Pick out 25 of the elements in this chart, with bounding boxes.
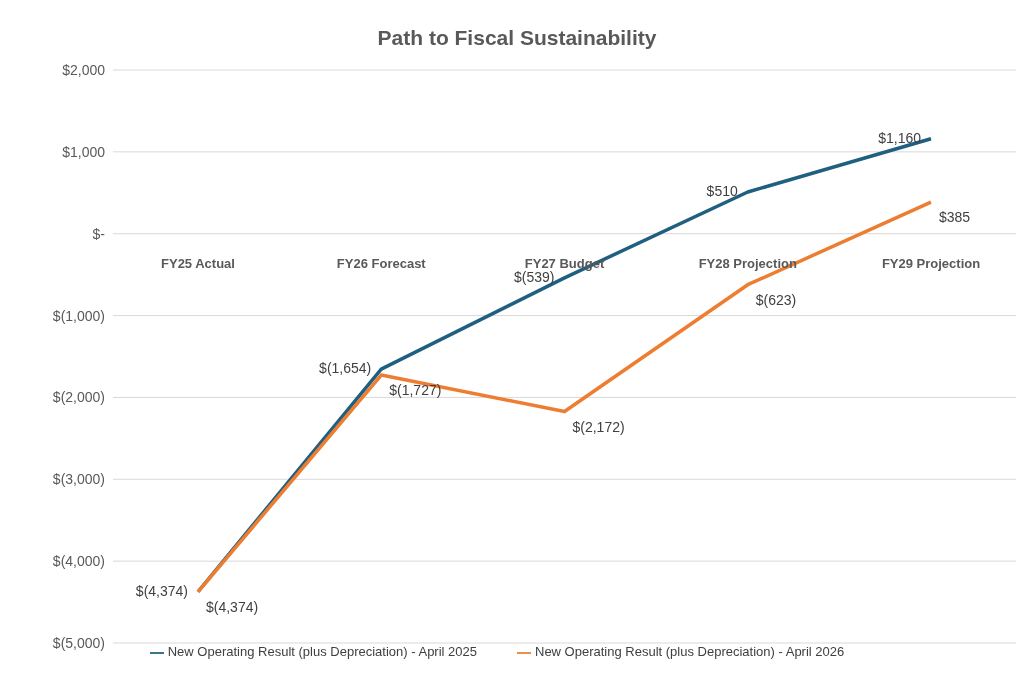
data-label: $(1,727) [389, 382, 442, 399]
data-label: $510 [706, 182, 738, 199]
legend-label: New Operating Result (plus Depreciation) - April 2026 [535, 644, 845, 659]
y-tick-label: $(3,000) [52, 471, 105, 488]
data-label: $(4,374) [135, 582, 188, 599]
y-tick-label: $(2,000) [52, 389, 105, 406]
legend-label: New Operating Result (plus Depreciation) - April 2025 [167, 644, 477, 659]
data-label: $(4,374) [206, 598, 259, 615]
data-label: $(1,654) [319, 360, 372, 377]
data-label: $(2,172) [572, 418, 625, 435]
y-tick-label: $(4,000) [52, 553, 105, 570]
x-tick-label: FY26 Forecast [336, 255, 427, 271]
x-tick-label: FY25 Actual [161, 255, 235, 271]
x-tick-label: FY29 Projection [881, 255, 981, 271]
data-label: $385 [939, 209, 971, 226]
y-tick-label: $1,000 [62, 143, 106, 160]
y-tick-label: $(1,000) [52, 307, 105, 324]
y-tick-label: $- [92, 225, 106, 242]
x-tick-label: FY28 Projection [698, 255, 797, 271]
chart-title: Path to Fiscal Sustainability [376, 26, 658, 50]
data-label: $(539) [514, 268, 555, 285]
y-tick-label: $2,000 [62, 61, 106, 78]
data-label: $1,160 [878, 129, 922, 146]
data-label: $(623) [755, 291, 797, 308]
y-tick-label: $(5,000) [52, 634, 105, 651]
